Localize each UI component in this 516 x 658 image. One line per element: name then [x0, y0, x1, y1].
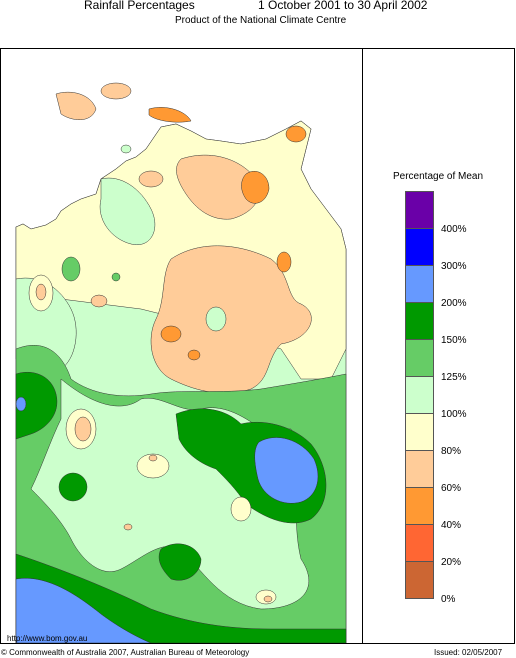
- legend-color-bar: [405, 191, 434, 599]
- zone-40-60-ne: [241, 171, 270, 204]
- zone-100-125-b: [120, 144, 132, 154]
- zone-60-80-small-c: [90, 294, 108, 308]
- legend-divider: [362, 48, 363, 644]
- legend-label: 300%: [441, 261, 467, 272]
- zone-150-200-south-a: [158, 543, 202, 581]
- footer-copyright: © Commonwealth of Australia 2007, Austra…: [1, 648, 250, 657]
- zone-40-60-central-b: [160, 325, 182, 343]
- zone-60-80-northeast: [176, 154, 260, 220]
- zone-150-200-west: [15, 371, 58, 440]
- legend-swatch: [406, 562, 433, 599]
- legend-label: 40%: [441, 520, 462, 531]
- legend-label: 80%: [441, 446, 462, 457]
- legend-label: 0%: [441, 594, 456, 605]
- zone-40-60-east: [285, 125, 307, 143]
- legend-swatch: [406, 525, 433, 562]
- zone-60-80-south-b: [148, 454, 158, 462]
- legend-swatch: [406, 414, 433, 451]
- legend-label: 20%: [441, 557, 462, 568]
- map-frame: [0, 48, 515, 644]
- legend-label: 150%: [441, 335, 467, 346]
- zone-200-300-central: [254, 437, 319, 504]
- map-period: 1 October 2001 to 30 April 2002: [258, 0, 428, 12]
- legend-label: 100%: [441, 409, 467, 420]
- legend-swatch: [406, 192, 433, 229]
- legend-swatch: [406, 451, 433, 488]
- zone-100-125-a: [99, 177, 156, 246]
- footer-issued-date: Issued: 02/05/2007: [434, 648, 503, 657]
- legend-swatch: [406, 229, 433, 266]
- zone-60-80-north: [55, 91, 97, 120]
- zone-60-80-small-b: [138, 170, 164, 188]
- legend-swatch: [406, 303, 433, 340]
- zone-80-100-south-c: [230, 496, 252, 522]
- legend-title: Percentage of Mean: [393, 171, 484, 182]
- legend-label: 200%: [441, 298, 467, 309]
- zone-40-60-central-c: [187, 349, 201, 361]
- map-title: Rainfall Percentages: [84, 0, 195, 12]
- rainfall-map: [15, 82, 347, 643]
- zone-100-125-c: [205, 306, 227, 332]
- legend-label: 400%: [441, 224, 467, 235]
- legend-label: 60%: [441, 483, 462, 494]
- zone-80-100-south-b: [136, 453, 170, 479]
- zone-125-150-west: [61, 256, 81, 282]
- zone-60-80-small-a: [100, 82, 132, 100]
- zone-60-80-south-c: [123, 523, 133, 531]
- legend-swatch: [406, 488, 433, 525]
- zone-60-80-south-d: [263, 595, 273, 603]
- legend-swatch: [406, 266, 433, 303]
- legend-swatch: [406, 340, 433, 377]
- zone-60-80-west: [35, 283, 47, 301]
- zone-150-200-small-a: [58, 472, 88, 502]
- zone-200-300-west-edge: [15, 396, 27, 412]
- zone-40-60-north: [148, 107, 192, 123]
- zone-125-150-north: [111, 272, 121, 282]
- legend-swatch: [406, 377, 433, 414]
- zone-60-80-south-a: [74, 416, 92, 442]
- footer-url[interactable]: http://www.bom.gov.au: [7, 634, 88, 643]
- zone-40-60-central-a: [276, 251, 292, 273]
- zone-200-300-southwest: [15, 577, 152, 643]
- legend-label: 125%: [441, 372, 467, 383]
- map-product-line: Product of the National Climate Centre: [175, 15, 347, 26]
